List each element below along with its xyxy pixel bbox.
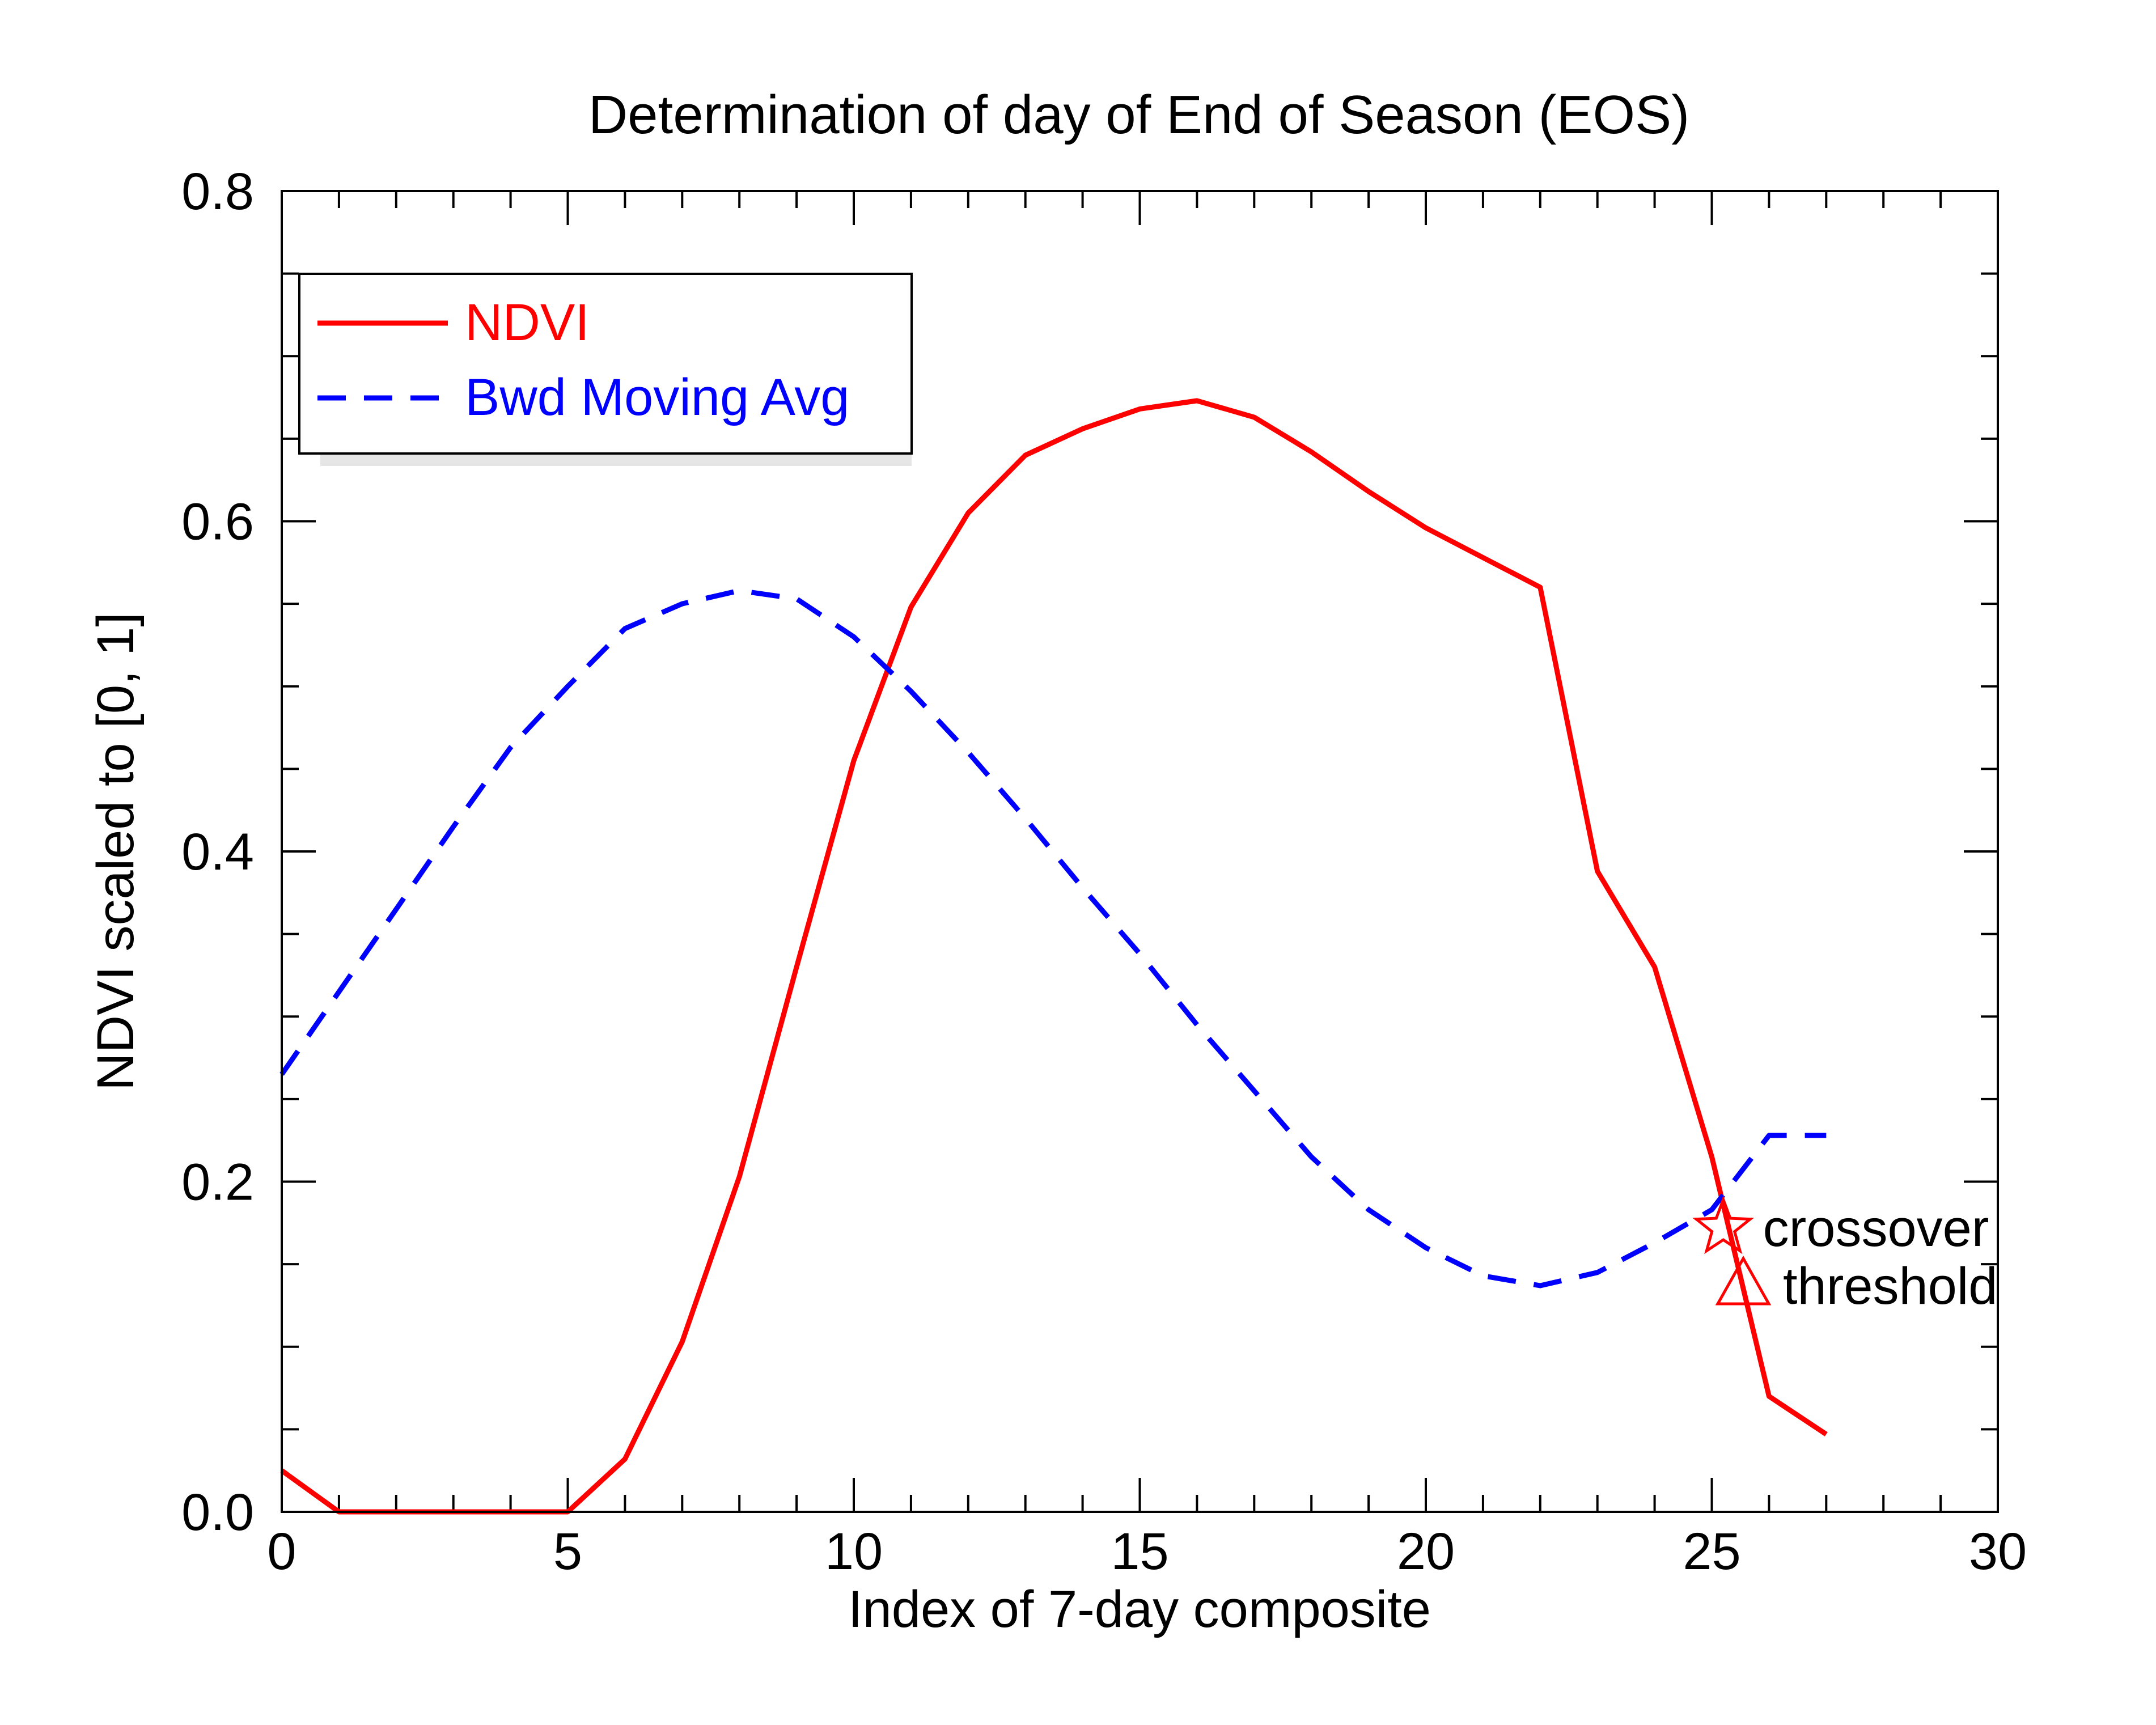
legend-label-ndvi: NDVI [465,294,590,351]
x-tick-label: 25 [1683,1523,1740,1580]
x-tick-label: 15 [1111,1523,1168,1580]
threshold-marker [1715,1255,1772,1306]
legend: NDVI Bwd Moving Avg [298,273,913,466]
series-layer [279,398,1828,1515]
y-tick-label: 0.2 [181,1154,254,1211]
axis-tick-labels: 0 5 10 15 20 25 30 0.0 0.2 0.4 0.6 0.8 [181,163,2027,1580]
x-tick-label: 20 [1397,1523,1455,1580]
series-line-bwd-moving-avg [279,588,1827,1289]
crossover-marker [1692,1195,1754,1254]
y-tick-label: 0.0 [181,1484,254,1541]
x-tick-label: 5 [553,1523,582,1580]
y-tick-label: 0.8 [181,163,254,221]
plot-frame [281,190,1999,1513]
x-tick-label: 10 [825,1523,883,1580]
chart-title: Determination of day of End of Season (E… [588,84,1689,145]
y-tick-label: 0.4 [181,823,254,881]
legend-box [298,273,913,455]
annotation-threshold: threshold [1783,1257,1997,1315]
y-tick-label: 0.6 [181,493,254,551]
x-tick-label: 30 [1969,1523,2027,1580]
x-axis-label: Index of 7-day composite [848,1580,1431,1638]
series-line-ndvi [280,398,1828,1515]
y-axis-label: NDVI scaled to [0, 1] [87,612,145,1091]
annotation-crossover: crossover [1763,1200,1989,1257]
x-tick-label: 0 [267,1523,296,1580]
legend-label-bwd-moving-avg: Bwd Moving Avg [465,368,849,426]
